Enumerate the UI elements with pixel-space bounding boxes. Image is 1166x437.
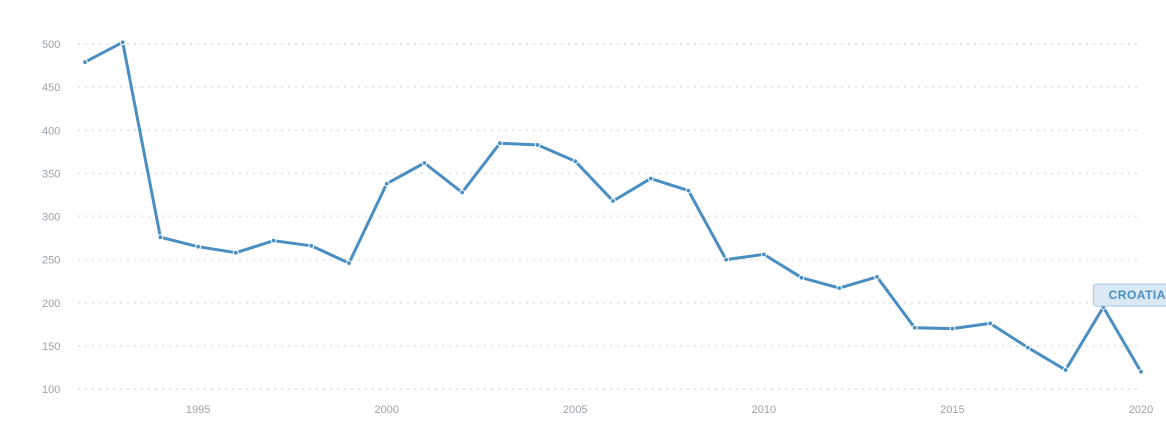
data-point <box>270 237 277 244</box>
data-point <box>157 234 164 241</box>
y-tick-label: 200 <box>42 298 60 310</box>
data-point <box>119 39 126 46</box>
y-tick-label: 350 <box>42 168 60 180</box>
data-point <box>1024 344 1031 351</box>
y-tick-label: 250 <box>42 255 60 267</box>
data-point <box>798 274 805 281</box>
data-point <box>760 251 767 258</box>
series-name-tag: CROATIA <box>1092 283 1166 307</box>
data-point <box>421 160 428 166</box>
data-point <box>874 273 880 280</box>
gridlines <box>78 43 1141 390</box>
y-tick-label: 400 <box>42 125 60 137</box>
x-tick-label: 1995 <box>186 404 210 416</box>
data-point <box>1062 367 1069 373</box>
data-point <box>610 198 616 204</box>
series-labels: CROATIA <box>1092 283 1166 307</box>
x-tick-label: 2015 <box>940 404 964 416</box>
x-tick-label: 2000 <box>374 404 398 416</box>
series-name-label: CROATIA <box>1109 288 1166 302</box>
data-point <box>572 158 579 165</box>
x-tick-label: 2010 <box>752 404 776 416</box>
data-point <box>911 324 918 331</box>
data-point <box>496 140 503 147</box>
data-point <box>534 142 541 148</box>
data-point <box>723 256 730 263</box>
data-point <box>195 243 202 250</box>
data-point <box>836 285 843 291</box>
y-tick-label: 450 <box>42 82 60 94</box>
data-point <box>685 187 692 194</box>
data-point <box>459 189 466 196</box>
x-tick-label: 2005 <box>563 404 587 416</box>
series-layer <box>82 39 1144 375</box>
data-point <box>647 175 654 182</box>
y-tick-label: 500 <box>42 39 60 51</box>
data-point <box>1138 368 1144 375</box>
data-point <box>949 325 956 332</box>
x-tick-label: 2020 <box>1129 404 1153 416</box>
data-point <box>82 59 88 66</box>
data-point <box>308 242 315 249</box>
data-point <box>232 249 239 256</box>
series-name-tag-box <box>1092 283 1166 307</box>
y-tick-label: 300 <box>42 212 60 224</box>
y-tick-label: 150 <box>42 341 60 353</box>
data-point <box>346 260 352 266</box>
x-axis: 1995 2000 2005 2010 2015 2020 <box>186 404 1153 416</box>
y-tick-label: 100 <box>42 384 60 396</box>
data-point <box>987 320 994 327</box>
data-point <box>383 180 390 187</box>
series-line <box>83 40 1143 374</box>
y-axis: 100 150 200 250 300 350 400 450 500 <box>42 39 60 396</box>
